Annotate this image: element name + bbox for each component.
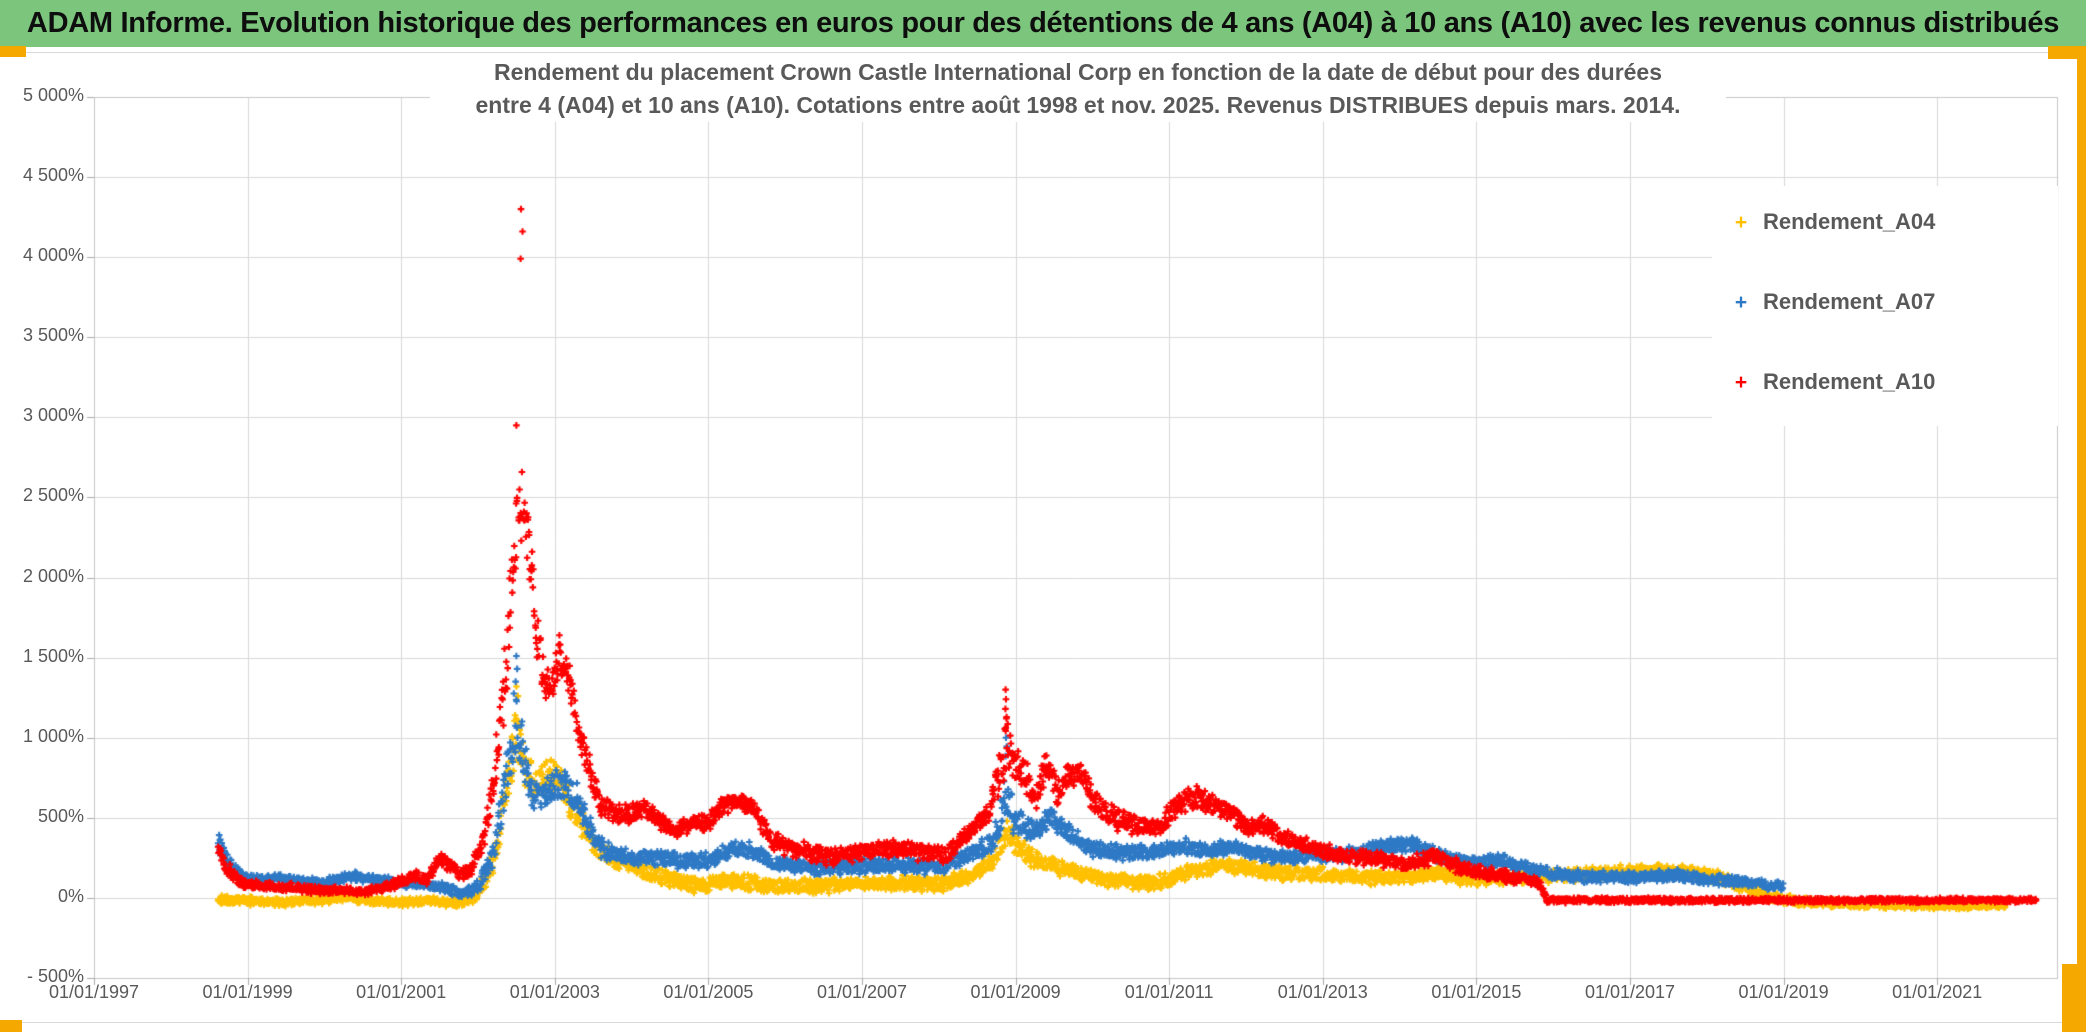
x-axis-tick-label: 01/01/2019 — [1738, 982, 1829, 1002]
x-axis-tick-label: 01/01/2015 — [1431, 982, 1522, 1002]
legend-label: Rendement_A04 — [1763, 209, 1936, 234]
accent-top-right-corner — [2048, 46, 2086, 59]
divider-bottom — [0, 1022, 2086, 1023]
legend-item-rendement_a04[interactable]: + Rendement_A04 — [1732, 196, 1936, 248]
accent-right-strip — [2077, 46, 2086, 1032]
y-axis-tick-label: 500% — [37, 805, 84, 826]
plus-marker-icon: + — [1734, 290, 1748, 314]
x-axis-tick-label: 01/01/1997 — [48, 982, 140, 1002]
plus-marker-icon: + — [1734, 210, 1748, 234]
x-axis-tick-label: 01/01/2017 — [1584, 982, 1676, 1002]
x-axis-tick-label: 01/01/2003 — [509, 982, 600, 1002]
x-axis-tick-label: 01/01/2011 — [1124, 982, 1214, 1002]
chart-title: Rendement du placement Crown Castle Inte… — [430, 56, 1726, 122]
y-axis-tick-label: 2 000% — [22, 565, 84, 586]
legend-item-rendement_a07[interactable]: + Rendement_A07 — [1732, 276, 1936, 328]
accent-bottom-right-corner — [2062, 964, 2086, 1032]
divider-top — [0, 52, 2086, 53]
x-axis-tick-label: 01/01/2001 — [356, 982, 447, 1002]
y-axis-tick-label: 5 000% — [22, 85, 84, 105]
x-axis-tick-label: 01/01/2021 — [1892, 982, 1983, 1002]
chart-title-line2: entre 4 (A04) et 10 ans (A10). Cotations… — [475, 92, 1681, 118]
chart-legend: + Rendement_A04 + Rendement_A07 + Rendement_A… — [1712, 186, 2058, 426]
accent-bottom-left-corner — [0, 1020, 22, 1032]
x-axis-tick-label: 01/01/2013 — [1277, 982, 1368, 1002]
page-title-banner: ADAM Informe. Evolution historique des p… — [0, 0, 2086, 47]
accent-top-left-corner — [0, 46, 26, 57]
legend-item-rendement_a10[interactable]: + Rendement_A10 — [1732, 356, 1936, 408]
y-axis-tick-label: 1 500% — [22, 645, 84, 666]
x-axis-tick-label: 01/01/2009 — [970, 982, 1061, 1002]
chart-title-line1: Rendement du placement Crown Castle Inte… — [493, 59, 1663, 85]
y-axis-tick-label: 3 500% — [22, 325, 84, 346]
y-axis-tick-label: 1 000% — [22, 725, 84, 746]
y-axis-tick-label: - 500% — [26, 966, 84, 986]
y-axis-tick-label: 0% — [57, 885, 84, 906]
legend-label: Rendement_A07 — [1763, 289, 1936, 314]
y-axis-tick-label: 4 500% — [22, 165, 84, 186]
y-axis-tick-label: 4 000% — [22, 245, 84, 266]
y-axis-tick-label: 3 000% — [22, 405, 84, 426]
legend-label: Rendement_A10 — [1763, 369, 1936, 394]
plus-marker-icon: + — [1734, 370, 1748, 394]
x-axis-tick-label: 01/01/1999 — [202, 982, 293, 1002]
x-axis-tick-label: 01/01/2005 — [663, 982, 754, 1002]
y-axis-tick-label: 2 500% — [22, 485, 84, 506]
x-axis-tick-label: 01/01/2007 — [816, 982, 908, 1002]
